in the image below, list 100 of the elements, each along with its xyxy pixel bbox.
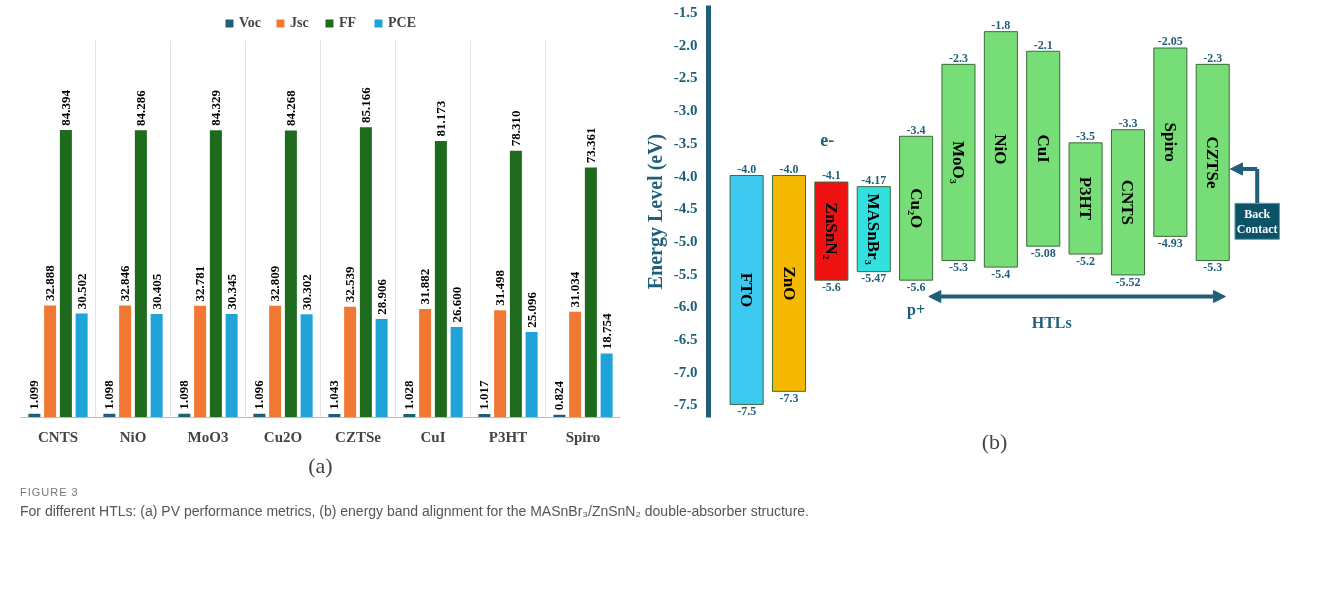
data-label: 30.502 [73, 273, 89, 310]
bar [359, 127, 372, 418]
bar [1110, 129, 1145, 276]
data-label: 18.754 [598, 313, 614, 350]
y-tick-label: -6.0 [673, 298, 698, 315]
annotation: -4.0 [779, 161, 799, 176]
y-tick-label: -7.5 [673, 396, 698, 413]
data-label: 25.096 [523, 291, 539, 328]
annotation: HTLs [1031, 314, 1072, 332]
data-label: 1.098 [101, 379, 117, 410]
annotation: -4.0 [737, 161, 757, 176]
data-label: 1.028 [401, 379, 417, 410]
data-label: 1.099 [26, 379, 42, 410]
legend-label: PCE [388, 15, 417, 31]
y-tick-label: -5.0 [673, 232, 698, 249]
bar [59, 129, 72, 418]
legend-label: Jsc [290, 15, 310, 31]
bar [269, 305, 282, 418]
annotation: -5.6 [821, 279, 841, 294]
bar [494, 310, 507, 418]
annotation: -7.3 [779, 390, 799, 405]
data-label: 1.017 [476, 379, 492, 410]
bar [344, 306, 357, 418]
annotation: -5.2 [1076, 253, 1096, 268]
bar [1195, 63, 1230, 262]
data-label: 30.345 [223, 273, 239, 310]
annotation: -5.4 [991, 266, 1011, 281]
data-label: 84.329 [207, 89, 223, 126]
bar [75, 313, 88, 418]
bar [941, 63, 976, 262]
annotation: -4.1 [821, 168, 841, 183]
x-tick-label: P3HT [1076, 176, 1096, 221]
data-label: 30.405 [148, 273, 164, 310]
y-tick-label: -2.5 [673, 69, 698, 86]
y-tick-label: -4.5 [673, 200, 698, 217]
bar [300, 314, 313, 418]
bar [983, 31, 1018, 268]
data-label: 28.906 [373, 278, 389, 315]
x-tick-label: CuI [420, 428, 446, 445]
bar [814, 181, 849, 281]
x-tick-label: CZTSe [335, 428, 382, 445]
annotation: -5.3 [1203, 260, 1223, 275]
bar [899, 135, 934, 281]
bar [1026, 50, 1061, 247]
annotation: -5.6 [906, 279, 926, 294]
bar [419, 308, 432, 418]
annotation: -5.3 [948, 260, 968, 275]
y-tick-label: -7.0 [673, 363, 698, 380]
bar [771, 175, 807, 392]
annotation: -3.3 [1118, 116, 1138, 131]
x-tick-label: Spiro [1160, 122, 1180, 162]
x-tick-label: P3HT [488, 428, 528, 445]
y-tick-label: -6.5 [673, 331, 698, 348]
data-label: 81.173 [432, 100, 448, 137]
bar [450, 326, 463, 418]
x-tick-label: FTO [737, 272, 757, 308]
annotation: -2.3 [948, 50, 968, 65]
x-tick-label: MoO₃ [948, 141, 968, 184]
x-tick-label: CNTS [1118, 179, 1138, 226]
annotation: -2.05 [1157, 34, 1183, 49]
data-label: 73.361 [582, 127, 598, 164]
annotation: -1.8 [991, 18, 1011, 33]
data-label: 32.846 [117, 265, 133, 302]
x-tick-label: ZnSnN₂ [821, 202, 841, 260]
data-label: 32.809 [267, 265, 283, 302]
data-label: 84.394 [57, 89, 73, 126]
y-axis-title: Energy Level (eV) [643, 133, 667, 290]
bar [209, 130, 222, 418]
bar [284, 130, 297, 418]
bar [119, 305, 132, 418]
data-label: 85.166 [357, 86, 373, 124]
bar [525, 332, 538, 418]
x-tick-label: ZnO [779, 266, 799, 301]
annotation: e- [820, 130, 835, 151]
data-label: 26.600 [448, 286, 464, 323]
x-tick-label: CZTSe [1203, 136, 1223, 189]
annotation: -3.4 [906, 122, 926, 137]
x-tick-label: Spiro [565, 428, 601, 445]
bar [569, 311, 582, 418]
x-axis-title: (b) [981, 428, 1008, 454]
x-tick-label: Cu2O [263, 428, 303, 445]
bar [729, 175, 764, 405]
y-tick-label: -5.5 [673, 265, 698, 282]
annotation: -2.3 [1203, 50, 1223, 65]
annotation: -2.1 [1033, 37, 1053, 52]
bar [600, 353, 613, 418]
data-label: 1.096 [251, 379, 267, 410]
annotation: p+ [907, 301, 926, 320]
data-label: 31.882 [417, 268, 433, 305]
annotation: -5.08 [1030, 245, 1056, 260]
x-axis-title: (a) [308, 452, 333, 478]
bar [225, 314, 238, 418]
data-label: 78.310 [507, 110, 523, 147]
data-label: 32.888 [42, 264, 58, 302]
legend-label: FF [339, 15, 358, 31]
bar [44, 305, 57, 418]
bar [1068, 142, 1103, 255]
annotation: -5.52 [1115, 274, 1141, 289]
y-tick-label: -4.0 [673, 167, 698, 184]
annotation: -5.47 [861, 271, 887, 286]
